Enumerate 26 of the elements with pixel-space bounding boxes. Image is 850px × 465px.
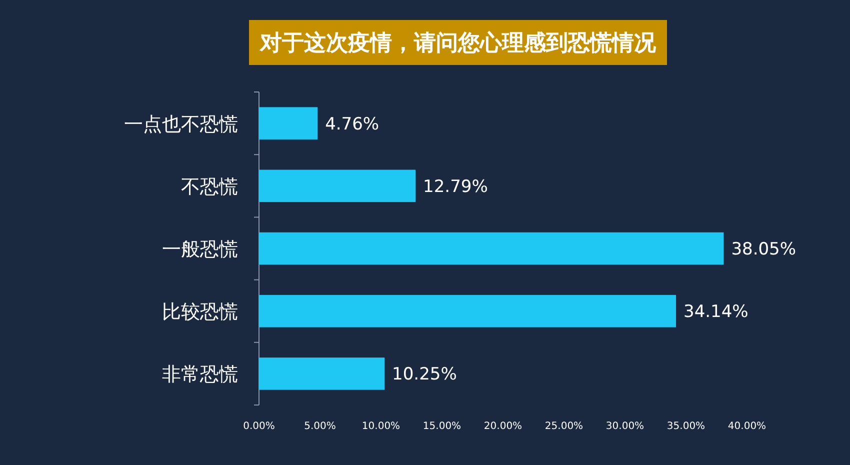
title: 对于这次疫情，请问您心理感到恐慌情况 [249,20,667,65]
bar [258,170,416,202]
bar [258,107,318,140]
x-tick-label: 0.00% [243,421,275,432]
data-label: 12.79% [423,176,488,197]
x-tick-label: 35.00% [666,421,706,432]
x-tick-label: 15.00% [422,421,462,432]
bar [258,358,385,390]
y-tick-label: 不恐慌 [181,176,238,198]
x-tick-label: 30.00% [606,421,644,432]
x-tick-label: 40.00% [728,421,766,432]
data-label: 4.76% [325,114,380,134]
data-label: 38.05% [731,240,796,260]
y-tick-label: 一般恐慌 [162,238,238,260]
x-tick-label: 5.00% [304,421,336,432]
y-tick-label: 一点也不恐慌 [124,113,238,136]
y-tick-label: 比较恐慌 [162,301,238,324]
data-label: 34.14% [684,302,748,322]
x-tick-label: 25.00% [544,421,584,432]
bar [258,294,676,328]
y-tick-label: 非常恐慌 [162,364,238,386]
x-tick-label: 10.00% [362,421,400,432]
chart-title: 对于这次疫情，请问您心理感到恐慌情况 [259,30,657,56]
bar [258,232,724,265]
data-label: 10.25% [392,364,457,385]
x-tick-label: 20.00% [484,421,522,432]
